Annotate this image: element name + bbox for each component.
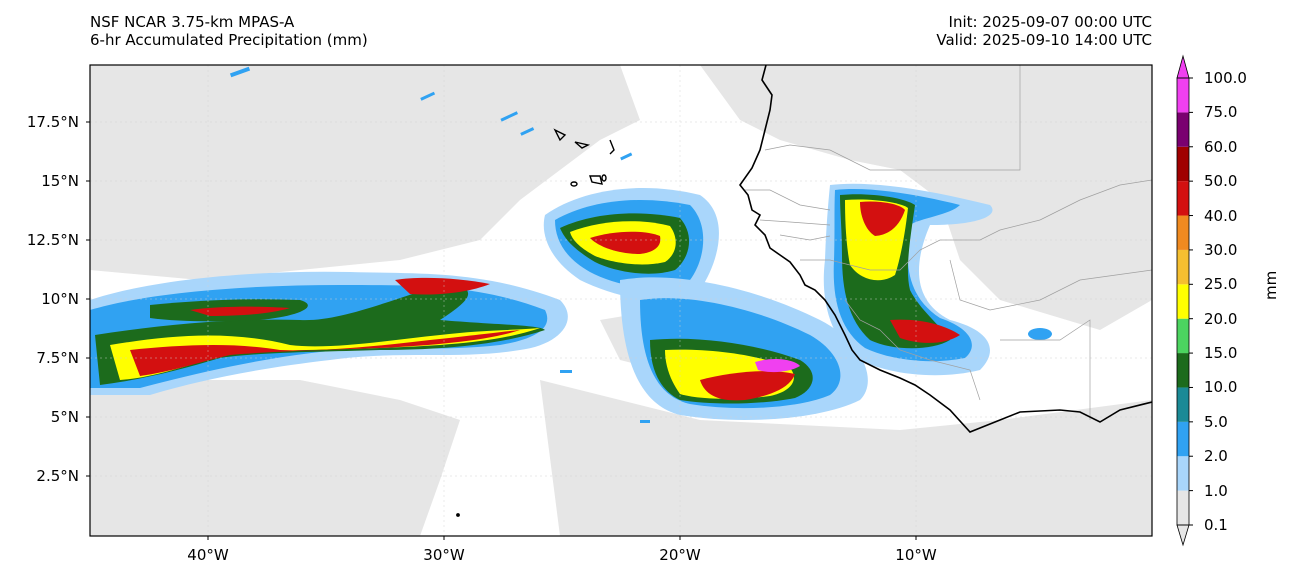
colorbar-level-label: 60.0 xyxy=(1204,137,1238,156)
colorbar-level-label: 40.0 xyxy=(1204,206,1238,225)
colorbar-swatch xyxy=(1177,490,1189,525)
colorbar-level-label: 0.1 xyxy=(1204,516,1228,534)
colorbar-swatch xyxy=(1177,146,1189,182)
country-borders xyxy=(745,65,1152,420)
colorbar-swatch xyxy=(1177,318,1189,354)
map-area xyxy=(90,65,1152,536)
model-title: NSF NCAR 3.75-km MPAS-A xyxy=(90,13,295,31)
map-frame xyxy=(89,64,1153,537)
colorbar-swatch xyxy=(1177,456,1189,491)
colorbar-swatch xyxy=(1177,215,1189,250)
colorbar-extend-max xyxy=(1176,54,1190,79)
colorbar-level-label: 25.0 xyxy=(1204,275,1238,294)
valid-time: Valid: 2025-09-10 14:00 UTC xyxy=(936,31,1152,49)
lon-label: 40°W xyxy=(187,546,229,564)
colorbar-swatch xyxy=(1177,112,1189,147)
rain-cluster-inland xyxy=(823,183,993,376)
colorbar-swatch xyxy=(1177,181,1189,216)
rain-cluster-south xyxy=(620,277,868,420)
colorbar-swatch xyxy=(1177,249,1189,285)
colorbar-unit: mm xyxy=(1262,270,1280,300)
title-right: Init: 2025-09-07 00:00 UTC Valid: 2025-0… xyxy=(936,13,1152,49)
init-time: Init: 2025-09-07 00:00 UTC xyxy=(948,13,1152,31)
lat-label: 7.5°N xyxy=(36,349,79,367)
colorbar-level-label: 10.0 xyxy=(1204,378,1238,397)
axis-ticks xyxy=(86,121,917,540)
colorbar-swatch xyxy=(1177,421,1189,457)
lon-label: 20°W xyxy=(659,546,701,564)
colorbar-level-label: 2.0 xyxy=(1204,447,1228,466)
colorbar-swatch xyxy=(1177,284,1189,319)
colorbar-level-label: 50.0 xyxy=(1204,172,1238,191)
field-title: 6-hr Accumulated Precipitation (mm) xyxy=(90,31,368,49)
colorbar-frame xyxy=(1176,77,1190,526)
grid-lines xyxy=(90,65,1152,536)
lat-label: 10°N xyxy=(41,290,79,308)
colorbar-level-label: 5.0 xyxy=(1204,412,1228,431)
colorbar-level-label: 20.0 xyxy=(1204,309,1238,328)
lat-label: 17.5°N xyxy=(26,113,79,131)
coastline xyxy=(738,65,1152,433)
colorbar-level-label: 30.0 xyxy=(1204,240,1238,259)
lon-label: 30°W xyxy=(423,546,465,564)
rain-band-west xyxy=(90,271,568,395)
rain-cluster-central xyxy=(543,187,719,301)
lat-label: 2.5°N xyxy=(36,467,79,485)
colorbar-swatch xyxy=(1177,387,1189,422)
lon-label: 10°W xyxy=(895,546,937,564)
colorbar-level-label: 15.0 xyxy=(1204,344,1238,363)
colorbar-extend-min xyxy=(1176,524,1190,547)
colorbar-swatch xyxy=(1177,353,1189,388)
title-left: NSF NCAR 3.75-km MPAS-A 6-hr Accumulated… xyxy=(90,13,368,49)
lat-label: 15°N xyxy=(41,172,79,190)
colorbar-level-label: 1.0 xyxy=(1204,481,1228,500)
lat-label: 5°N xyxy=(50,408,79,426)
scattered-showers xyxy=(229,66,1052,423)
colorbar-level-label: 100.0 xyxy=(1204,69,1247,87)
colorbar-swatch xyxy=(1177,78,1189,113)
lat-label: 12.5°N xyxy=(26,231,79,249)
colorbar-level-label: 75.0 xyxy=(1204,103,1238,122)
cape-verde-islands xyxy=(456,128,615,517)
colorbar xyxy=(1176,54,1193,547)
